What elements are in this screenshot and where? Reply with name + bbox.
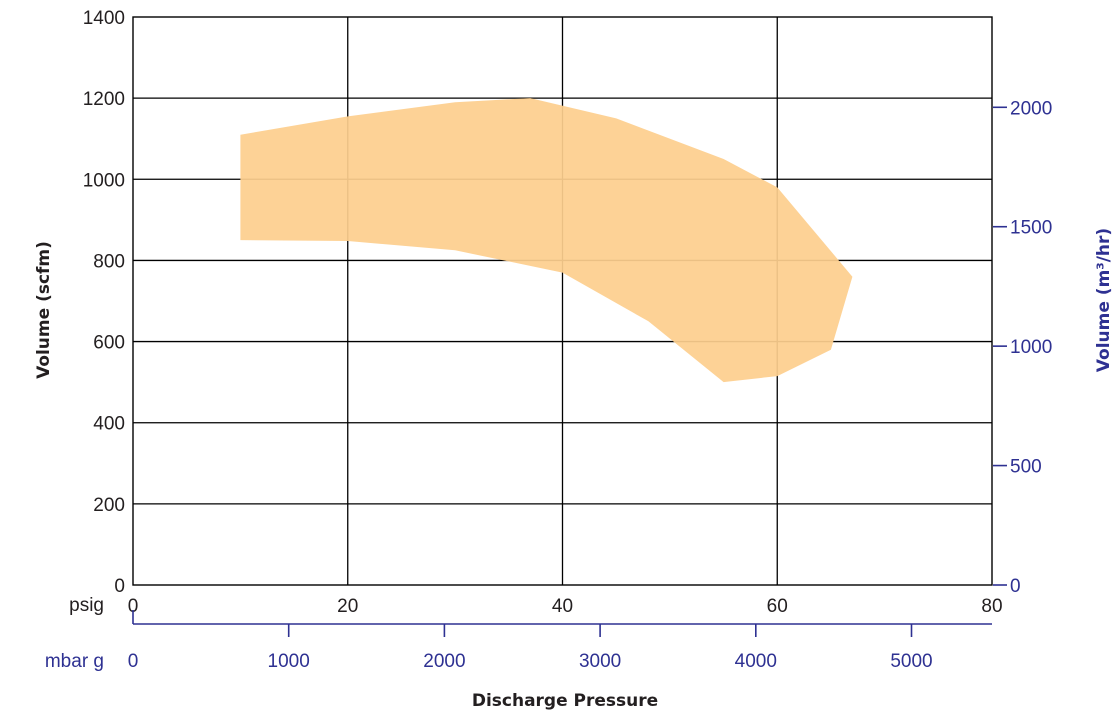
y-tick-label-400: 400 — [93, 414, 125, 435]
y2-axis-title: Volume (m³/hr) — [1094, 228, 1114, 372]
y-tick-label-800: 800 — [93, 251, 125, 272]
x2-tick-label-5000: 5000 — [890, 651, 932, 672]
x-axis-title: Discharge Pressure — [472, 691, 658, 711]
x-tick-label-20: 20 — [337, 596, 358, 617]
y-tick-label-1400: 1400 — [83, 8, 125, 29]
feasible-region-layer — [240, 98, 853, 383]
y2-tick-label-1000: 1000 — [1010, 337, 1052, 358]
y2-tick-label-500: 500 — [1010, 457, 1042, 478]
x-tick-label-40: 40 — [552, 596, 573, 617]
y-tick-label-1000: 1000 — [83, 170, 125, 191]
x2-tick-label-4000: 4000 — [735, 651, 777, 672]
plot-frame — [132, 16, 993, 586]
grid — [133, 17, 992, 585]
x2-tick-label-2000: 2000 — [423, 651, 465, 672]
x2-tick-label-3000: 3000 — [579, 651, 621, 672]
y2-tick-label-1500: 1500 — [1010, 218, 1052, 239]
y-tick-label-1200: 1200 — [83, 89, 125, 110]
y-tick-label-600: 600 — [93, 333, 125, 354]
x-tick-label-0: 0 — [128, 596, 139, 617]
x2-unit-label: mbar g — [45, 651, 104, 672]
secondary-y-axis: 0 500 1000 1500 2000 — [993, 98, 1052, 597]
x-tick-label-60: 60 — [767, 596, 788, 617]
operating-region — [240, 98, 853, 383]
y-tick-label-200: 200 — [93, 495, 125, 516]
y-axis-title: Volume (scfm) — [34, 241, 54, 379]
plot-border — [132, 16, 993, 586]
y2-tick-label-0: 0 — [1010, 576, 1021, 597]
x2-tick-label-1000: 1000 — [268, 651, 310, 672]
x-unit-label: psig — [69, 595, 104, 616]
y2-tick-label-2000: 2000 — [1010, 98, 1052, 119]
x2-tick-label-0: 0 — [128, 651, 139, 672]
secondary-x-axis: 0 1000 2000 3000 4000 5000 — [128, 610, 992, 672]
x-axis-ticks: 0 20 40 60 80 — [128, 596, 1003, 617]
y-axis-ticks: 0 200 400 600 800 1000 1200 1400 — [83, 8, 125, 597]
y-tick-label-0: 0 — [114, 576, 125, 597]
x-tick-label-80: 80 — [981, 596, 1002, 617]
